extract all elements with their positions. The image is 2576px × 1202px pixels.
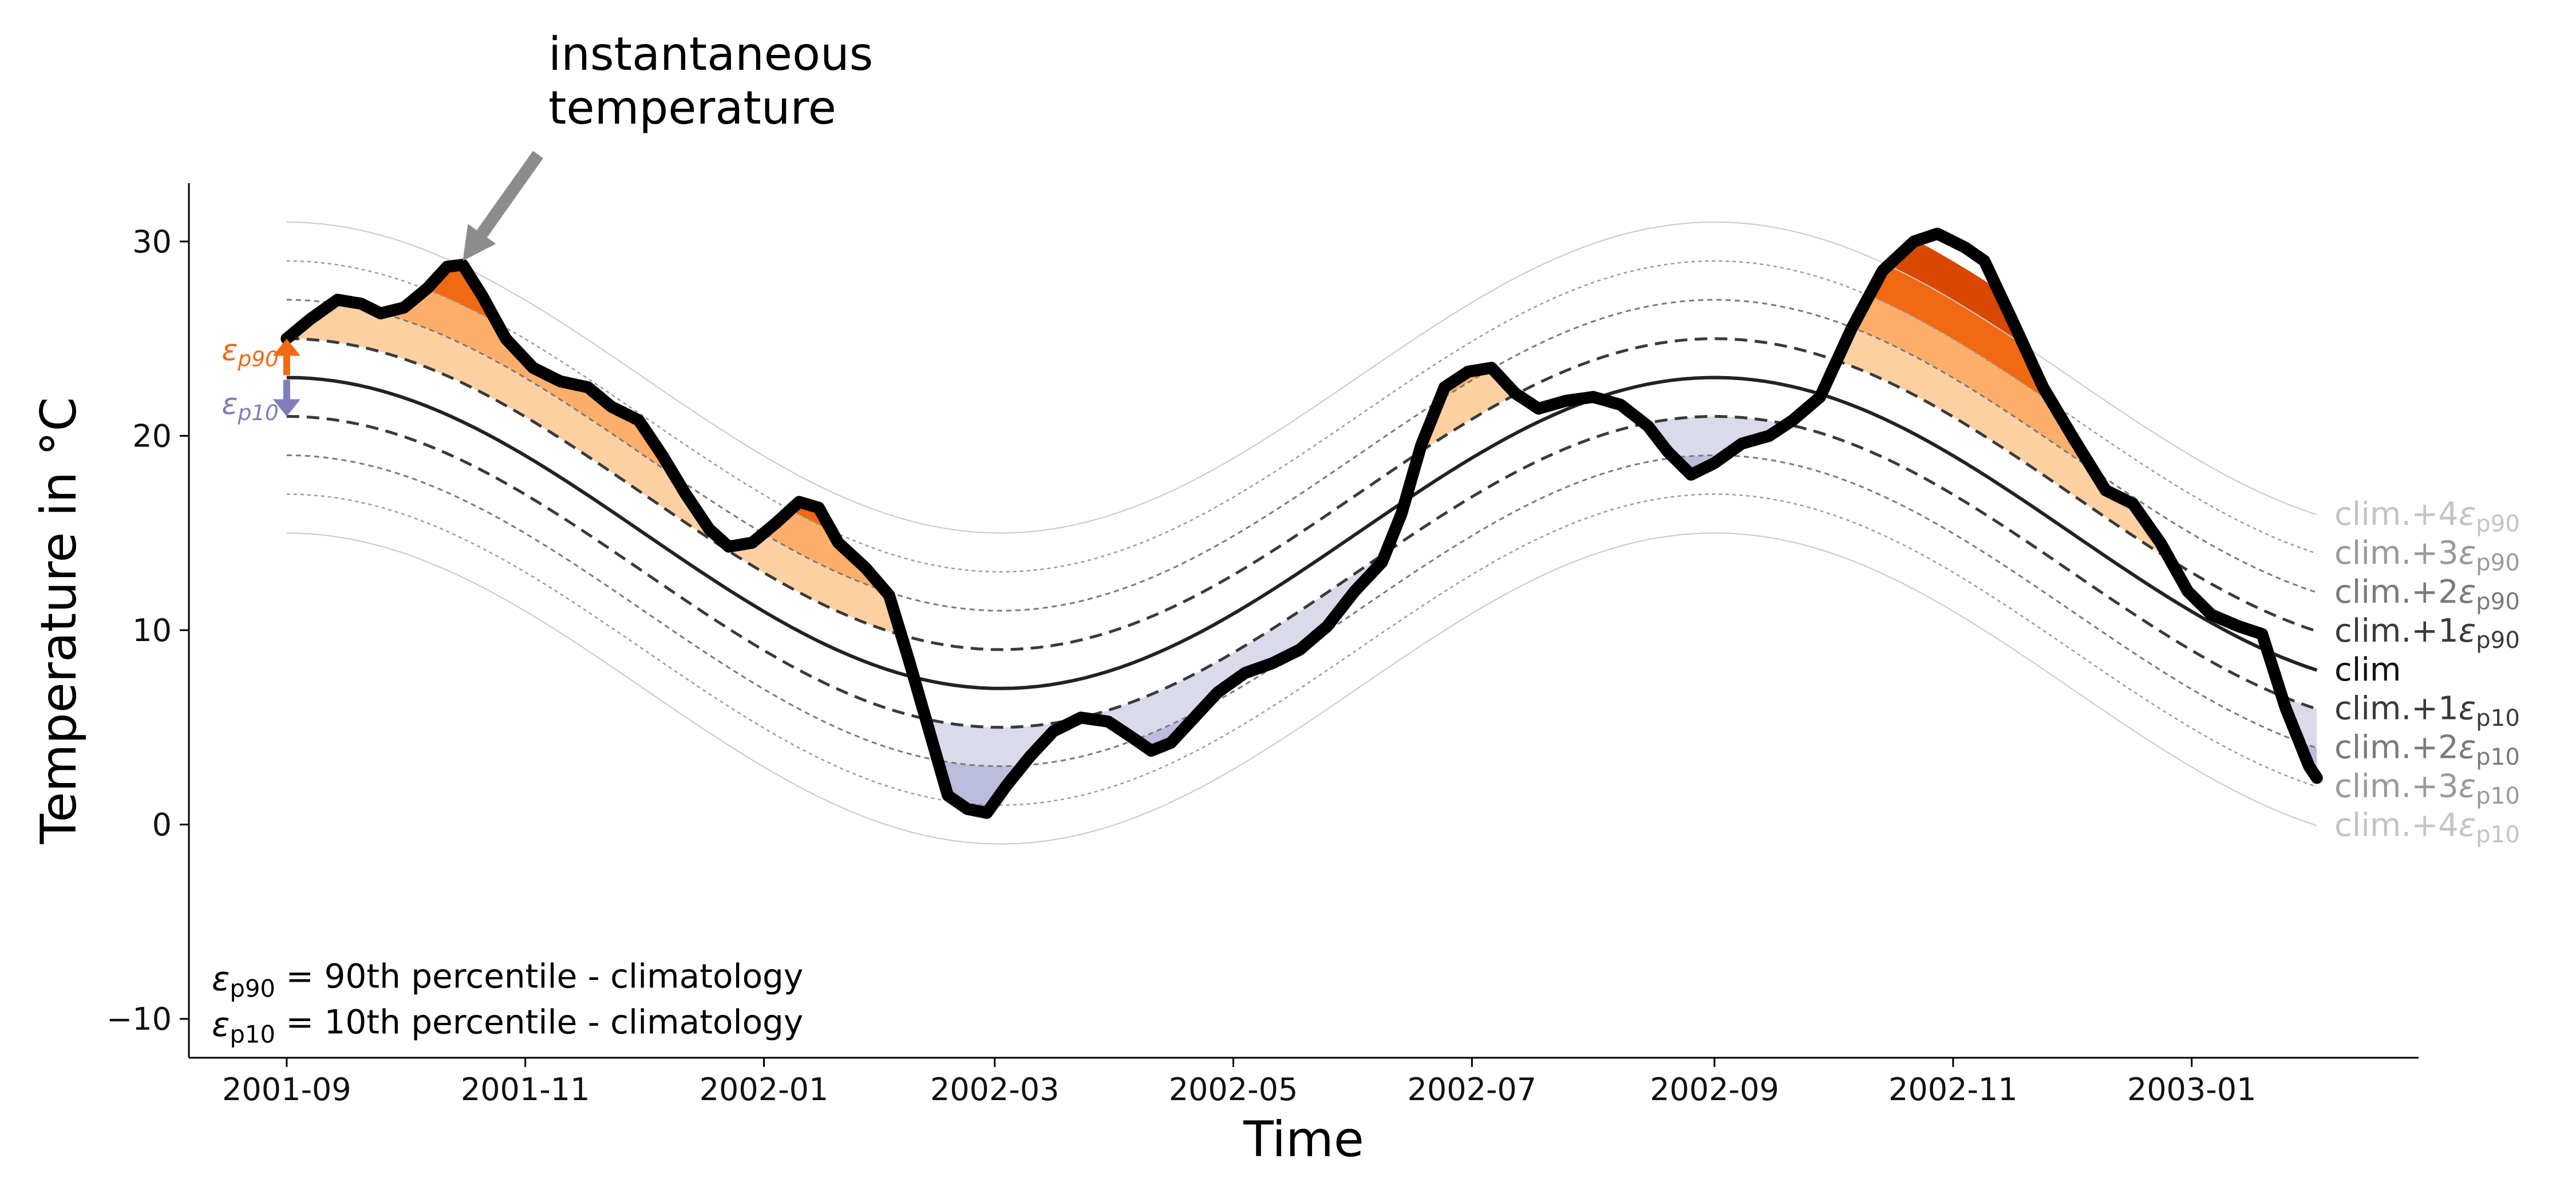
hot-fill-level-1 [290,303,901,635]
x-tick-label: 2002-01 [700,1071,829,1108]
hot-fill-level-4 [1890,241,2024,345]
band-line-p90-4 [286,221,2317,534]
hot-fill-level-2 [764,510,886,591]
band-line-p10-3 [286,493,2317,806]
band-label-p10-2: clim.+2εp10 [2334,729,2520,770]
hot-fill-level-1 [1839,329,2168,559]
epsilon-p90-arrowhead [272,338,301,356]
y-tick-label: 10 [132,612,172,649]
x-tick-label: 2002-09 [1650,1071,1779,1108]
y-tick-label: 0 [152,807,172,843]
hot-fill-level-2 [384,290,674,476]
x-tick-label: 2002-05 [1169,1071,1298,1108]
cold-fill-level-2 [940,761,1022,805]
note-line: εp10 = 10th percentile - climatology [212,1002,803,1048]
band-label-p90-2: clim.+2εp90 [2334,574,2520,615]
band-line-p10-1 [286,414,2318,729]
band-line-p90-1 [286,337,2318,651]
band-line-clim [286,375,2318,690]
x-tick-label: 2002-07 [1408,1071,1537,1108]
hot-fill-level-3 [1871,266,2051,402]
x-axis-title: Time [1243,1111,1364,1168]
band-line-p90-2 [286,299,2317,612]
x-tick-label: 2001-09 [222,1071,351,1108]
band-label-p90-3: clim.+3εp90 [2334,535,2520,576]
y-tick-label: 20 [132,418,172,454]
band-label-p90-4: clim.+4εp90 [2334,496,2520,537]
instantaneous-temperature-series [280,227,2323,819]
epsilon-p10-label: εp10 [222,387,278,425]
instantaneous-temperature-line [280,227,2323,819]
hot-fill-level-3 [427,265,494,322]
callout-arrow-shaft [476,151,543,238]
band-line-p10-4 [286,532,2317,845]
y-axis-title: Temperature in °C [30,397,88,845]
note-line: εp90 = 90th percentile - climatology [212,956,803,1002]
y-tick-label: 30 [132,224,172,260]
band-line-p90-3 [286,260,2317,573]
cold-fill-level-1 [928,718,1077,766]
cold-fill-level-1 [1084,555,1382,740]
x-tick-label: 2003-01 [2127,1071,2257,1108]
axes: 30 20 10 0 −10 2001-09 2001-11 2002-01 2002-03 20… [30,183,2419,1168]
hot-fill-level-1 [1421,369,1515,452]
band-label-p10-1: clim.+1εp10 [2334,690,2520,732]
epsilon-p90-label: εp90 [222,334,278,371]
x-tick-label: 2002-11 [1888,1071,2018,1108]
band-label-p10-3: clim.+3εp10 [2334,768,2520,809]
x-tick-label: 2002-03 [930,1071,1060,1108]
band-label-clim: clim [2334,651,2401,689]
y-tick-label: −10 [106,1001,172,1037]
band-labels: clim.+4εp90clim.+3εp90clim.+2εp90clim.+1… [2334,496,2520,848]
cold-fill-level-1 [2285,697,2317,748]
epsilon-p10-arrowhead [272,399,301,417]
hot-fill-level-2 [1855,296,2090,468]
band-label-p10-4: clim.+4εp10 [2334,806,2520,848]
x-tick-label: 2001-11 [461,1071,590,1108]
callout-text-line: instantaneous [548,27,873,81]
band-label-p90-1: clim.+1εp90 [2334,612,2520,654]
cold-fill-level-1 [1647,416,1785,458]
callout-arrow-head [463,224,496,261]
callout-text-line: temperature [548,81,836,135]
